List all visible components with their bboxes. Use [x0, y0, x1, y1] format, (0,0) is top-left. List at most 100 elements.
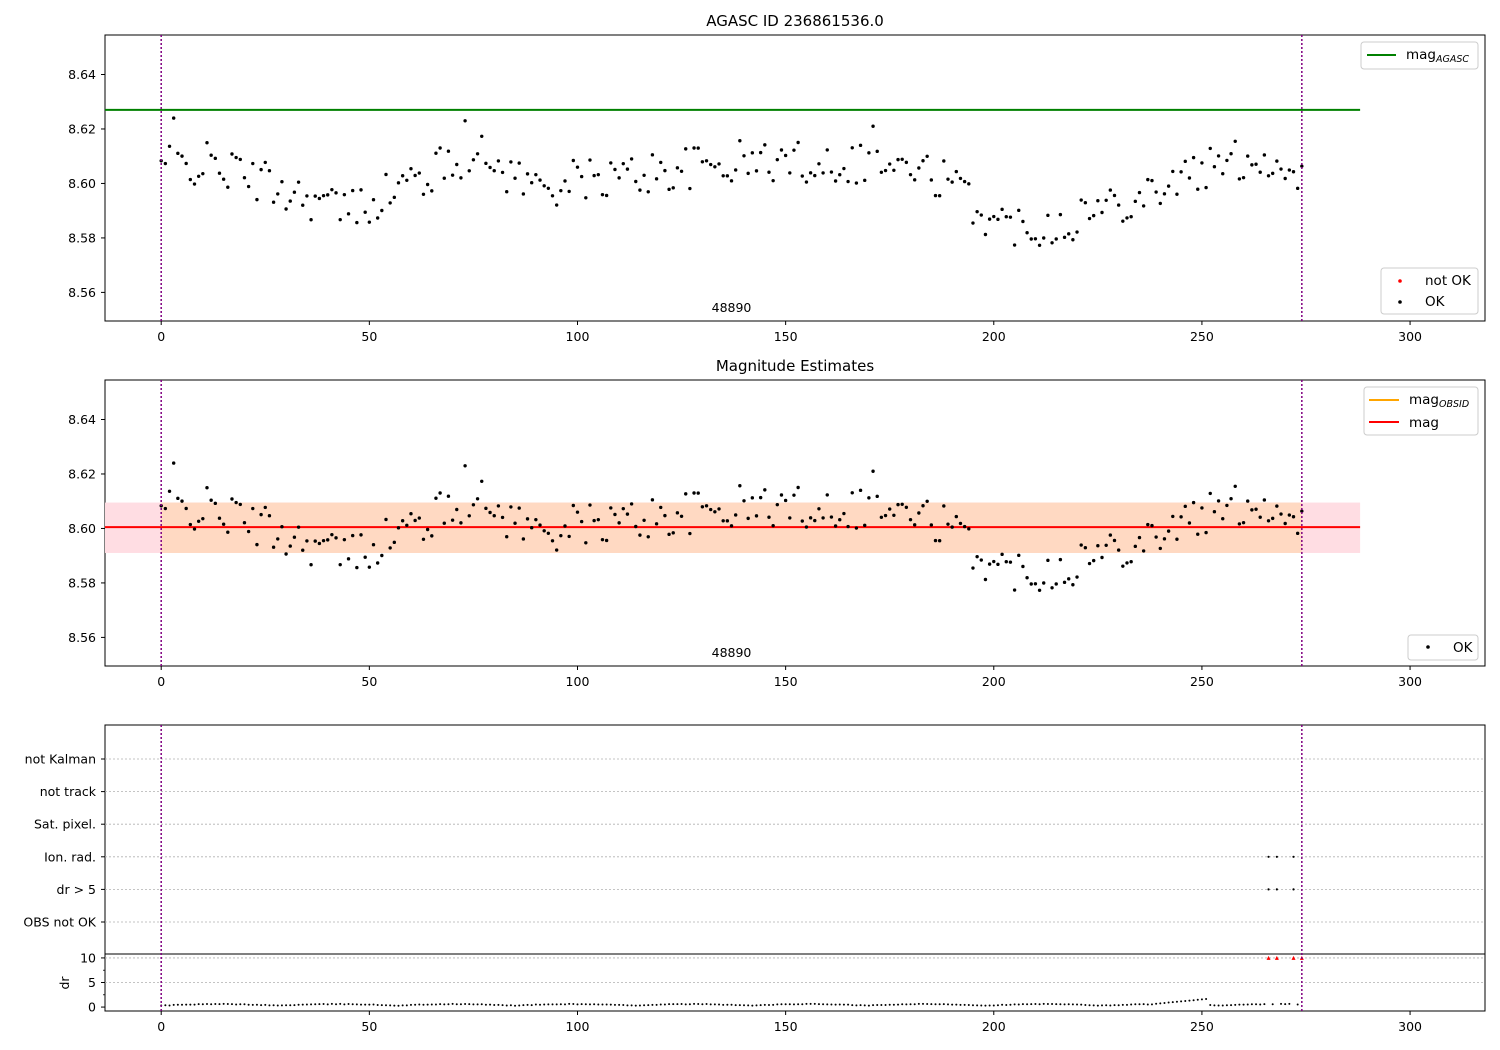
- mag-point: [417, 171, 421, 175]
- dr-point: [318, 1003, 321, 1006]
- dr-point: [176, 1003, 179, 1006]
- dr-point: [1001, 1003, 1004, 1006]
- mag-point: [171, 461, 176, 465]
- mag-point: [1300, 509, 1304, 513]
- mag-point: [908, 172, 913, 177]
- dr-point: [1155, 1002, 1158, 1005]
- mag-point: [754, 514, 759, 518]
- dr-point: [1142, 1003, 1145, 1006]
- dr-point: [722, 1003, 725, 1006]
- mag-point: [525, 517, 530, 521]
- x-tick-label: 300: [1398, 1019, 1422, 1034]
- mag-point: [638, 533, 642, 537]
- mag-point: [854, 181, 859, 185]
- mag-point: [609, 161, 613, 165]
- mag-point: [317, 196, 322, 201]
- dr-point: [1255, 1003, 1258, 1006]
- mag-point: [392, 540, 397, 545]
- mag-point: [1004, 214, 1008, 219]
- mag-point: [896, 157, 900, 162]
- mag-point: [438, 146, 442, 150]
- dr-point: [1288, 1002, 1291, 1005]
- mag-point: [579, 174, 584, 179]
- dr-point: [897, 1003, 900, 1006]
- dr-point: [322, 1003, 325, 1006]
- mag-point: [505, 190, 509, 194]
- mag-point: [409, 167, 413, 171]
- mag-point: [221, 522, 226, 526]
- mag-point: [954, 514, 959, 519]
- mag-point: [871, 124, 875, 128]
- panel-flags: not Kalman not track Sat. pixel. Ion. rad. d…: [23, 724, 1486, 1034]
- mag-point: [1000, 207, 1004, 212]
- dr-point: [813, 1002, 816, 1005]
- mag-point: [425, 182, 430, 187]
- mag-point: [317, 541, 322, 546]
- mag-point: [675, 166, 680, 170]
- dr-point: [697, 1003, 700, 1006]
- mag-point: [1258, 170, 1262, 174]
- mag-point: [1083, 201, 1088, 205]
- dr-point: [955, 1003, 958, 1006]
- dr-point: [576, 1003, 579, 1006]
- mag-point: [667, 187, 671, 192]
- mag-point: [1221, 172, 1225, 176]
- x-tick-label: 300: [1398, 329, 1422, 344]
- mag-point: [188, 177, 193, 182]
- mag-point: [846, 524, 850, 529]
- mag-point: [638, 188, 642, 192]
- mag-point: [205, 486, 209, 490]
- dr-point: [1071, 1003, 1074, 1006]
- mag-point: [992, 559, 996, 564]
- dr-point: [734, 1004, 737, 1007]
- mag-point: [1258, 515, 1262, 519]
- mag-point: [1262, 498, 1267, 502]
- x-tick-label: 100: [566, 329, 590, 344]
- mag-point: [192, 182, 197, 186]
- mag-point: [1046, 558, 1050, 563]
- dr-point: [543, 1003, 546, 1006]
- dr-point: [351, 1003, 354, 1006]
- y-tick-label: 8.62: [68, 466, 96, 481]
- dr-point: [364, 1003, 367, 1006]
- mag-point: [267, 169, 272, 173]
- mag-point: [542, 529, 546, 533]
- mag-point: [1283, 176, 1287, 181]
- mag-point: [392, 195, 397, 200]
- legend-estimates-bottom: OK: [1407, 634, 1479, 661]
- mag-point: [675, 511, 680, 515]
- legend-mag-obsid-label: magOBSID: [1409, 392, 1469, 410]
- mag-point: [954, 169, 959, 174]
- dr-point: [1138, 1003, 1141, 1006]
- dr-point: [930, 1003, 933, 1006]
- y-tick-label: 8.60: [68, 176, 96, 191]
- legend-ok-label-estimates: OK: [1453, 640, 1474, 656]
- dr-point: [1084, 1004, 1087, 1007]
- dr-point: [626, 1004, 629, 1007]
- mag-point: [725, 519, 730, 523]
- mag-point: [900, 157, 904, 161]
- mag-point: [1133, 199, 1138, 204]
- dr-point: [834, 1003, 837, 1006]
- mag-point: [1187, 176, 1192, 180]
- mag-point: [700, 160, 705, 164]
- mag-point: [1091, 213, 1096, 218]
- dr-point: [1200, 998, 1203, 1001]
- mag-point: [659, 505, 663, 510]
- mag-point: [767, 170, 771, 174]
- flag-point: [1292, 855, 1295, 858]
- mag-point: [400, 519, 405, 523]
- mag-point: [958, 521, 963, 526]
- dr-point: [655, 1003, 658, 1006]
- mag-point: [434, 496, 438, 500]
- mag-point: [280, 525, 284, 529]
- mag-point: [721, 174, 725, 178]
- dr-point: [1046, 1002, 1049, 1005]
- mag-point: [430, 189, 434, 193]
- mag-point: [567, 189, 571, 194]
- mag-point: [987, 217, 992, 221]
- dr-point: [497, 1003, 500, 1006]
- mag-point: [942, 159, 946, 163]
- mag-point: [700, 505, 705, 509]
- mag-point: [284, 552, 288, 556]
